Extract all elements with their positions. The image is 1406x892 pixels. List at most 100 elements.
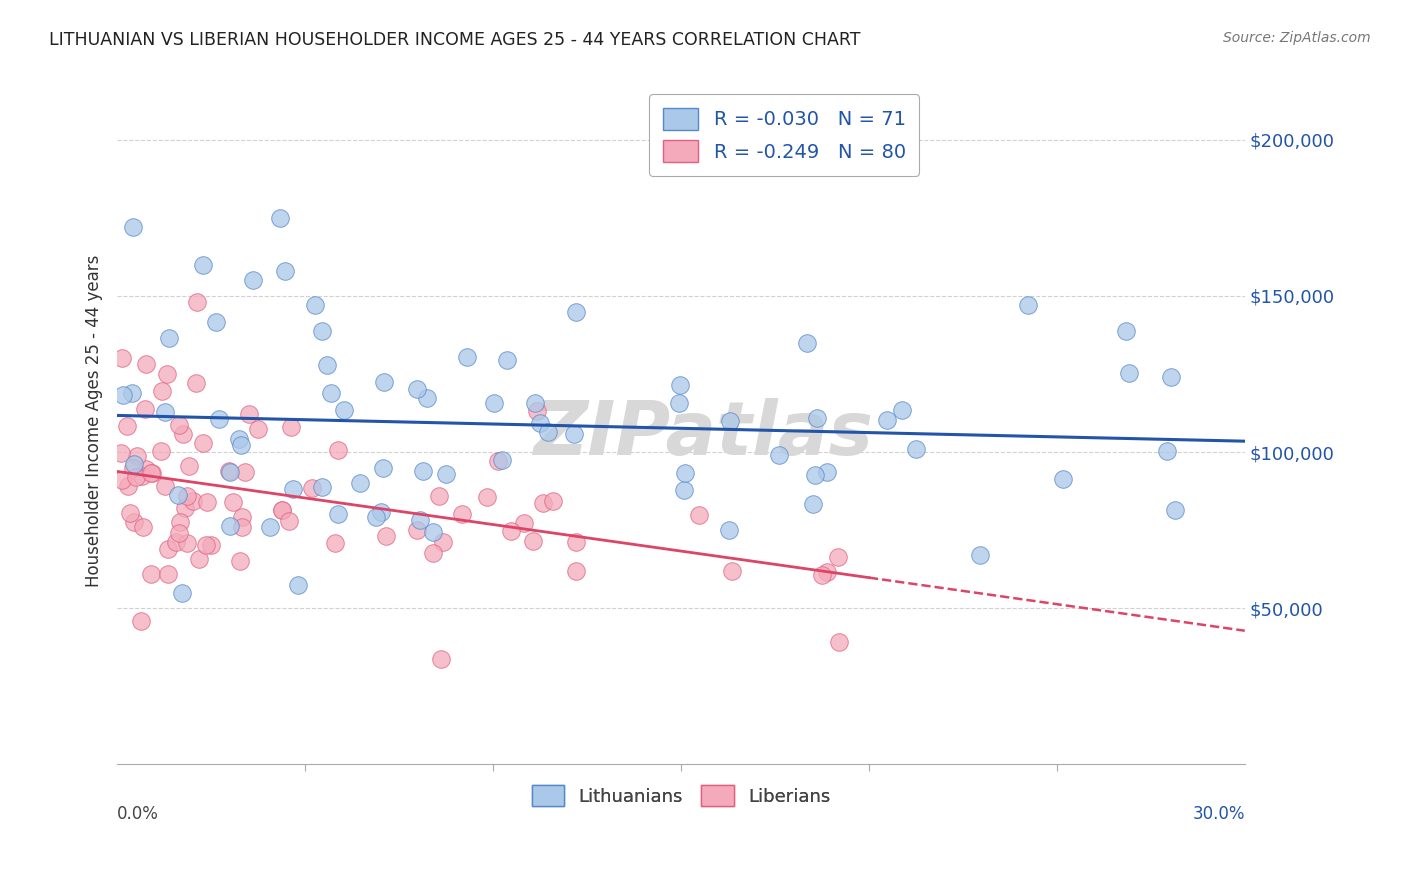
Point	[526, 403, 548, 417]
Point	[311, 324, 333, 338]
Point	[187, 552, 209, 566]
Point	[482, 396, 505, 410]
Point	[124, 457, 146, 471]
Point	[323, 535, 346, 549]
Point	[565, 304, 588, 318]
Point	[191, 258, 214, 272]
Point	[247, 422, 270, 436]
Point	[157, 331, 180, 345]
Point	[364, 510, 387, 524]
Point	[150, 384, 173, 399]
Point	[876, 413, 898, 427]
Point	[141, 566, 163, 581]
Point	[768, 448, 790, 462]
Point	[242, 273, 264, 287]
Point	[120, 506, 142, 520]
Point	[328, 442, 350, 457]
Point	[434, 467, 457, 482]
Point	[513, 516, 536, 530]
Point	[301, 481, 323, 495]
Point	[828, 635, 851, 649]
Point	[134, 402, 156, 417]
Point	[110, 446, 132, 460]
Point	[475, 491, 498, 505]
Point	[803, 468, 825, 483]
Point	[125, 470, 148, 484]
Point	[271, 503, 294, 517]
Point	[718, 414, 741, 428]
Point	[172, 585, 194, 599]
Point	[173, 501, 195, 516]
Point	[219, 518, 242, 533]
Point	[326, 507, 349, 521]
Point	[165, 535, 187, 549]
Point	[167, 418, 190, 433]
Point	[186, 295, 208, 310]
Point	[806, 410, 828, 425]
Point	[155, 405, 177, 419]
Point	[321, 386, 343, 401]
Point	[565, 534, 588, 549]
Point	[304, 298, 326, 312]
Point	[125, 449, 148, 463]
Point	[228, 433, 250, 447]
Point	[122, 220, 145, 235]
Point	[229, 437, 252, 451]
Point	[815, 566, 838, 580]
Y-axis label: Householder Income Ages 25 - 44 years: Householder Income Ages 25 - 44 years	[86, 255, 103, 587]
Point	[1156, 444, 1178, 458]
Point	[111, 351, 134, 366]
Point	[811, 568, 834, 582]
Text: 0.0%: 0.0%	[117, 805, 159, 823]
Point	[172, 426, 194, 441]
Point	[495, 353, 517, 368]
Point	[904, 442, 927, 456]
Point	[176, 489, 198, 503]
Text: Source: ZipAtlas.com: Source: ZipAtlas.com	[1223, 31, 1371, 45]
Point	[149, 444, 172, 458]
Point	[721, 564, 744, 578]
Point	[541, 494, 564, 508]
Point	[238, 407, 260, 421]
Point	[233, 465, 256, 479]
Point	[499, 524, 522, 538]
Point	[205, 315, 228, 329]
Point	[259, 520, 281, 534]
Point	[122, 461, 145, 475]
Point	[349, 475, 371, 490]
Point	[110, 473, 132, 487]
Point	[969, 548, 991, 562]
Point	[796, 336, 818, 351]
Point	[274, 264, 297, 278]
Point	[270, 503, 292, 517]
Point	[222, 495, 245, 509]
Point	[117, 479, 139, 493]
Point	[373, 375, 395, 389]
Point	[673, 466, 696, 480]
Point	[1017, 298, 1039, 312]
Point	[669, 377, 692, 392]
Point	[135, 357, 157, 371]
Point	[529, 416, 551, 430]
Point	[827, 550, 849, 565]
Point	[522, 534, 544, 549]
Point	[1052, 472, 1074, 486]
Point	[333, 403, 356, 417]
Text: LITHUANIAN VS LIBERIAN HOUSEHOLDER INCOME AGES 25 - 44 YEARS CORRELATION CHART: LITHUANIAN VS LIBERIAN HOUSEHOLDER INCOM…	[49, 31, 860, 49]
Point	[432, 535, 454, 549]
Point	[672, 483, 695, 497]
Point	[1118, 366, 1140, 380]
Point	[156, 542, 179, 557]
Point	[200, 538, 222, 552]
Point	[537, 425, 560, 439]
Point	[195, 538, 218, 552]
Point	[1115, 324, 1137, 338]
Point	[370, 506, 392, 520]
Point	[287, 578, 309, 592]
Point	[801, 497, 824, 511]
Point	[688, 508, 710, 522]
Point	[141, 466, 163, 480]
Point	[169, 515, 191, 529]
Point	[219, 465, 242, 479]
Point	[181, 494, 204, 508]
